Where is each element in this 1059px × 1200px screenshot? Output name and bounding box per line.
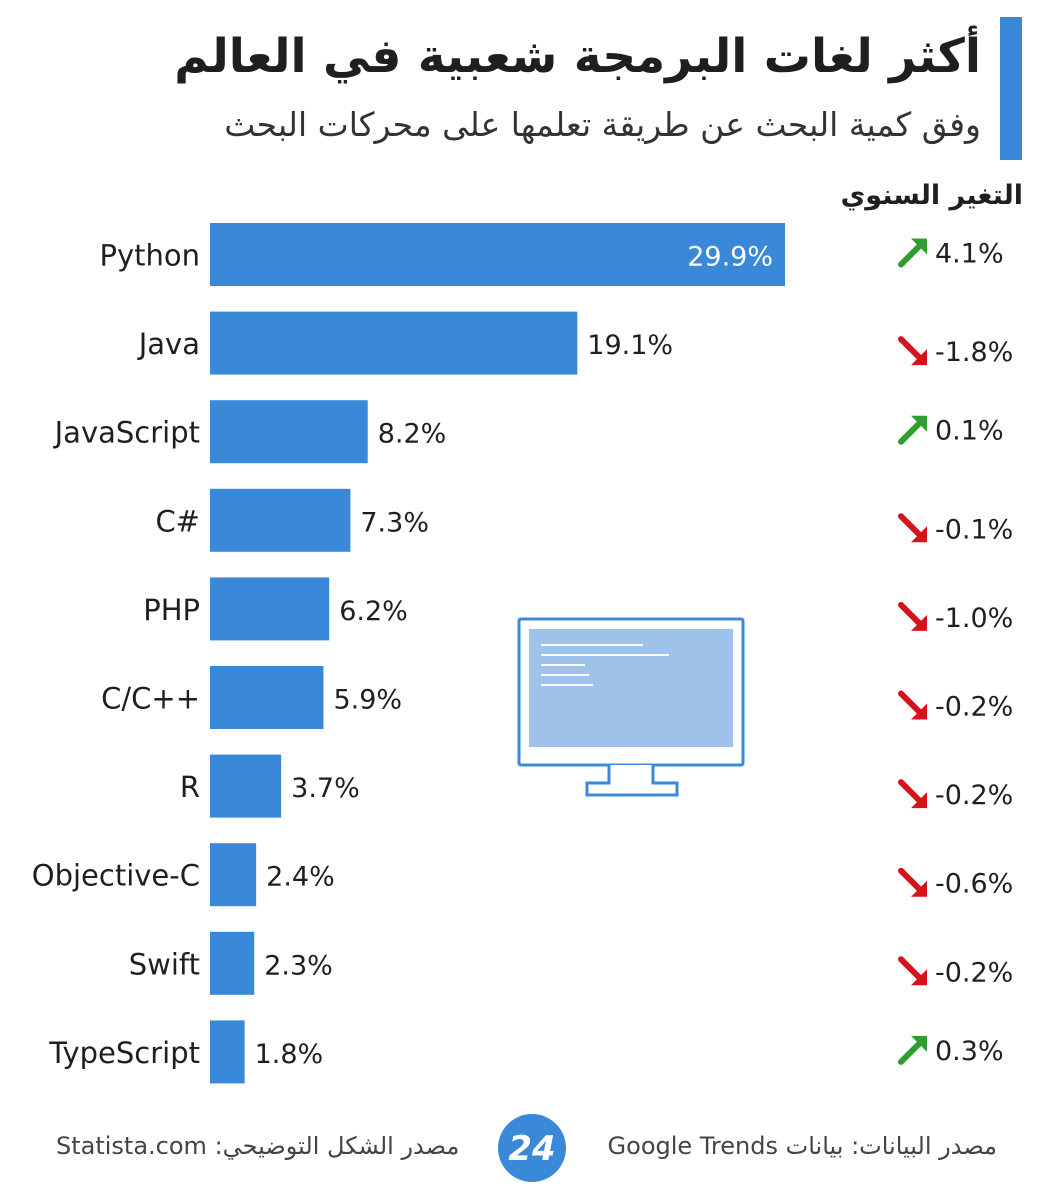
- value-label: 5.9%: [333, 685, 402, 716]
- chart-title: أكثر لغات البرمجة شعبية في العالم: [174, 29, 981, 84]
- annual-change-label: -1.0%: [935, 603, 1013, 634]
- category-label: Python: [99, 239, 200, 273]
- annual-change-label: -0.2%: [935, 692, 1013, 723]
- up-arrow-head: [911, 415, 927, 432]
- category-label: C#: [155, 504, 200, 538]
- category-label: TypeScript: [48, 1036, 200, 1070]
- chart-subtitle: وفق كمية البحث عن طريقة تعلمها على محركا…: [224, 105, 981, 144]
- down-arrow-head: [911, 792, 927, 809]
- annual-change-header: التغير السنوي: [840, 180, 1023, 211]
- bar: [210, 223, 785, 286]
- value-label: 19.1%: [587, 330, 673, 361]
- down-arrow-head: [911, 880, 927, 897]
- down-arrow-head: [911, 703, 927, 720]
- bar: [210, 400, 368, 464]
- annual-change-label: 0.1%: [935, 416, 1004, 447]
- category-label: C/C++: [101, 682, 200, 716]
- bar: [210, 488, 351, 552]
- down-arrow-head: [911, 969, 927, 986]
- 24-logo-icon: 24: [498, 1114, 566, 1182]
- annual-change-label: -0.2%: [935, 957, 1013, 988]
- value-label: 1.8%: [255, 1039, 324, 1070]
- bar: [210, 1020, 245, 1084]
- bar: [210, 666, 324, 729]
- value-label: 2.4%: [266, 862, 335, 893]
- category-label: Objective-C: [32, 859, 200, 893]
- illustration-source: مصدر الشكل التوضيحي: Statista.com: [56, 1132, 460, 1160]
- bar: [210, 931, 255, 995]
- value-label: 29.9%: [687, 242, 773, 273]
- value-label: 8.2%: [378, 419, 447, 450]
- annual-change-label: 4.1%: [935, 239, 1004, 270]
- category-label: Swift: [129, 947, 200, 981]
- category-label: R: [180, 770, 200, 804]
- bar: [210, 577, 330, 641]
- value-label: 2.3%: [264, 950, 333, 981]
- bar-chart: Python 29.9% 4.1% Java 19.1% -1.8% JavaScript 8…: [32, 223, 1013, 1084]
- value-label: 7.3%: [360, 507, 429, 538]
- up-arrow-head: [911, 1035, 927, 1052]
- down-arrow-head: [911, 349, 927, 366]
- value-label: 3.7%: [291, 773, 360, 804]
- computer-monitor-icon: [517, 617, 745, 797]
- annual-change-label: -1.8%: [935, 337, 1013, 368]
- logo-text: 24: [508, 1129, 555, 1169]
- category-label: JavaScript: [53, 416, 200, 450]
- category-label: PHP: [143, 593, 200, 627]
- bar: [210, 843, 257, 907]
- value-label: 6.2%: [339, 596, 408, 627]
- data-source: مصدر البيانات: بيانات Google Trends: [607, 1132, 997, 1160]
- annual-change-label: -0.6%: [935, 869, 1013, 900]
- annual-change-label: -0.2%: [935, 780, 1013, 811]
- down-arrow-head: [911, 614, 927, 631]
- up-arrow-head: [911, 238, 927, 255]
- down-arrow-head: [911, 526, 927, 543]
- bar: [210, 754, 282, 818]
- annual-change-label: -0.1%: [935, 514, 1013, 545]
- title-accent-bar: [1000, 17, 1022, 160]
- bar: [210, 311, 578, 375]
- annual-change-label: 0.3%: [935, 1036, 1004, 1067]
- category-label: Java: [137, 327, 200, 361]
